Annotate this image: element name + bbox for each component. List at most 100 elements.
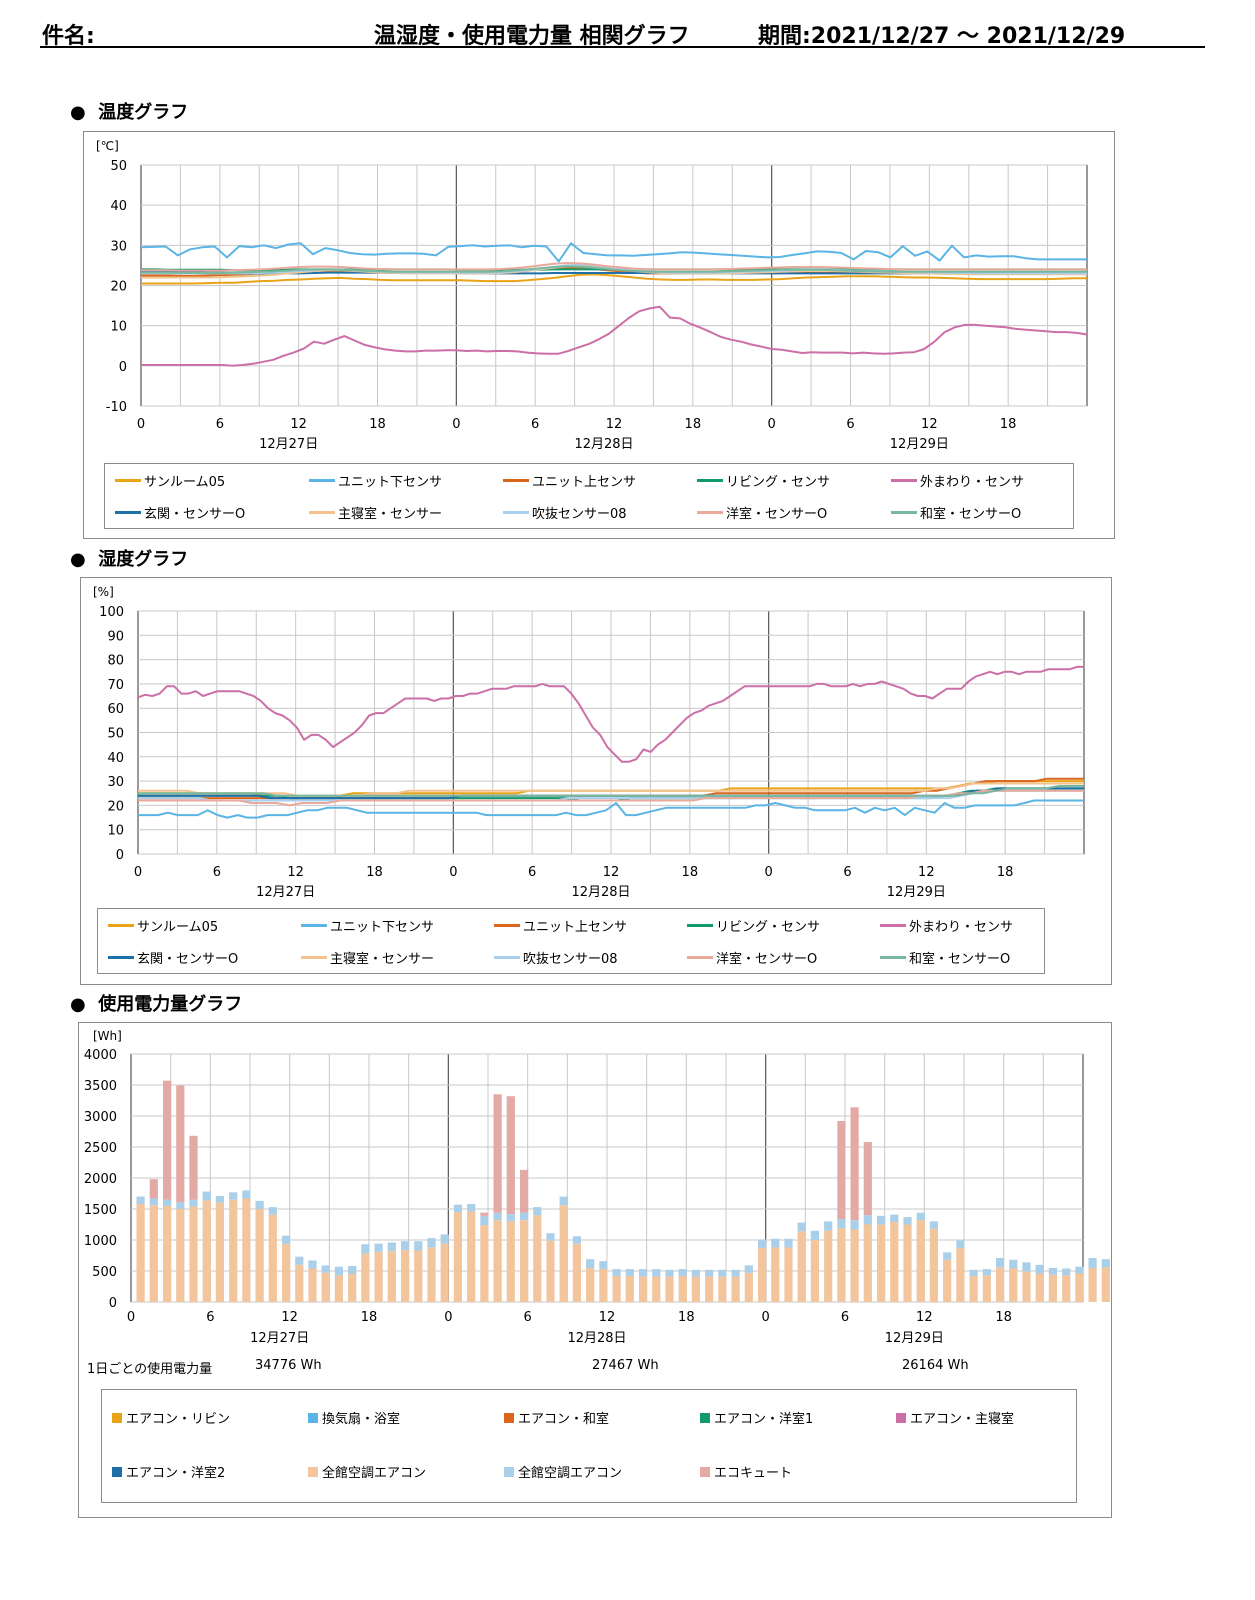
x-tick-label: 6: [531, 417, 539, 432]
legend-swatch: [687, 956, 713, 959]
bar-segment-0: [877, 1224, 886, 1302]
legend-item: サンルーム05: [115, 471, 225, 490]
bar-segment-1: [1035, 1264, 1044, 1274]
bar-segment-1: [348, 1266, 357, 1275]
y-tick-label: 100: [99, 605, 124, 620]
x-tick-label: 0: [762, 1310, 770, 1325]
legend-label: ユニット下センサ: [330, 920, 435, 935]
bar-segment-1: [387, 1242, 396, 1252]
legend-swatch: [891, 511, 917, 514]
x-tick-label: 18: [1000, 417, 1017, 432]
bar-segment-1: [440, 1234, 449, 1244]
legend-item: エアコン・和室: [504, 1408, 609, 1427]
bar-segment-0: [625, 1276, 634, 1302]
legend-item: 外まわり・センサ: [891, 471, 1024, 490]
bar-segment-1: [480, 1215, 489, 1226]
bar-segment-1: [850, 1220, 859, 1230]
legend-item: エアコン・洋室1: [700, 1408, 813, 1427]
bar-segment-0: [718, 1276, 727, 1302]
bar-segment-1: [784, 1238, 793, 1248]
legend-swatch: [880, 924, 906, 927]
legend-swatch: [108, 924, 134, 927]
bar-segment-1: [189, 1199, 198, 1207]
bar-segment-1: [691, 1269, 700, 1277]
legend-label: 吹抜センサー08: [523, 952, 618, 967]
legend-item: 全館空調エアコン: [504, 1462, 622, 1481]
x-tick-label: 6: [528, 865, 536, 880]
bar-segment-1: [810, 1230, 819, 1240]
series-line-0: [141, 273, 1087, 285]
bar-segment-1: [824, 1221, 833, 1231]
bar-segment-1: [295, 1256, 304, 1265]
legend-label: 外まわり・センサ: [909, 920, 1014, 935]
legend-item: 和室・センサーO: [880, 948, 1010, 967]
legend-label: エアコン・主寝室: [910, 1412, 1015, 1427]
humidity-section-title: ● 湿度グラフ: [70, 549, 189, 570]
bar-segment-0: [308, 1268, 317, 1302]
legend-swatch: [896, 1412, 906, 1423]
legend-label: 主寝室・センサー: [338, 507, 443, 522]
bar-segment-0: [982, 1275, 991, 1302]
bar-segment-0: [639, 1276, 648, 1302]
series-line-4: [141, 305, 1088, 367]
bar-segment-0: [691, 1276, 700, 1302]
day-label: 12月29日: [887, 885, 946, 900]
bar-segment-0: [321, 1272, 330, 1302]
legend-item: ユニット下センサ: [301, 916, 434, 935]
series-line-4: [137, 665, 1084, 763]
x-tick-label: 0: [127, 1310, 135, 1325]
bar-segment-0: [546, 1240, 555, 1302]
period-label: 期間:2021/12/27 ～ 2021/12/29: [758, 24, 1126, 49]
bar-segment-0: [387, 1251, 396, 1302]
humidity-legend: サンルーム05 ユニット下センサ ユニット上センサ リビング・センサ 外まわり・センサ玄…: [97, 908, 1045, 974]
bar-segment-0: [520, 1220, 529, 1302]
y-tick-label: 0: [119, 360, 127, 375]
legend-swatch: [115, 511, 141, 514]
legend-item: エコキュート: [700, 1462, 792, 1481]
x-tick-label: 18: [685, 417, 702, 432]
bar-segment-1: [334, 1266, 343, 1276]
legend-label: 和室・センサーO: [920, 507, 1022, 522]
bar-segment-0: [374, 1251, 383, 1302]
bar-segment-1: [1075, 1266, 1084, 1274]
bar-segment-0: [202, 1200, 211, 1302]
x-tick-label: 6: [206, 1310, 214, 1325]
bar-segment-0: [665, 1276, 674, 1302]
bar-segment-1: [506, 1214, 515, 1222]
bar-segment-0: [771, 1247, 780, 1302]
bar-segment-1: [996, 1258, 1005, 1268]
y-tick-label: 3500: [84, 1079, 117, 1094]
daily-usage-label: 1日ごとの使用電力量: [87, 1362, 213, 1377]
legend-label: ユニット下センサ: [338, 475, 443, 490]
bar-segment-0: [586, 1267, 595, 1302]
bar-segment-0: [1101, 1267, 1110, 1302]
bar-segment-1: [599, 1261, 608, 1270]
bar-segment-1: [533, 1207, 542, 1216]
y-tick-label: 30: [110, 239, 127, 254]
bar-segment-0: [149, 1205, 158, 1302]
bar-segment-2: [163, 1080, 172, 1200]
subject-label: 件名:: [42, 24, 95, 49]
x-tick-label: 12: [287, 865, 304, 880]
bar-segment-1: [1101, 1259, 1110, 1268]
bar-segment-0: [480, 1225, 489, 1302]
bar-segment-0: [453, 1212, 462, 1302]
legend-label: ユニット上センサ: [532, 475, 637, 490]
series-line-1: [138, 799, 1084, 819]
legend-item: 洋室・センサーO: [687, 948, 817, 967]
legend-label: 外まわり・センサ: [920, 475, 1025, 490]
bar-segment-2: [520, 1169, 529, 1213]
legend-swatch: [880, 956, 906, 959]
y-axis-label: [℃]: [96, 139, 119, 153]
bar-segment-0: [903, 1224, 912, 1302]
bar-segment-0: [996, 1267, 1005, 1302]
bar-segment-0: [1009, 1268, 1018, 1302]
legend-swatch: [687, 924, 713, 927]
series-line-1: [140, 242, 1087, 263]
legend-label: サンルーム05: [137, 920, 219, 935]
power-chart: 4000 3500 3000 2500 2000 1500 1000 500 0 [Wh] 0 6 12…: [84, 1029, 1110, 1346]
bullet-icon: ●: [70, 102, 86, 123]
legend-label: 全館空調エアコン: [322, 1466, 427, 1481]
y-tick-label: 1500: [84, 1203, 117, 1218]
x-tick-label: 12: [606, 417, 623, 432]
